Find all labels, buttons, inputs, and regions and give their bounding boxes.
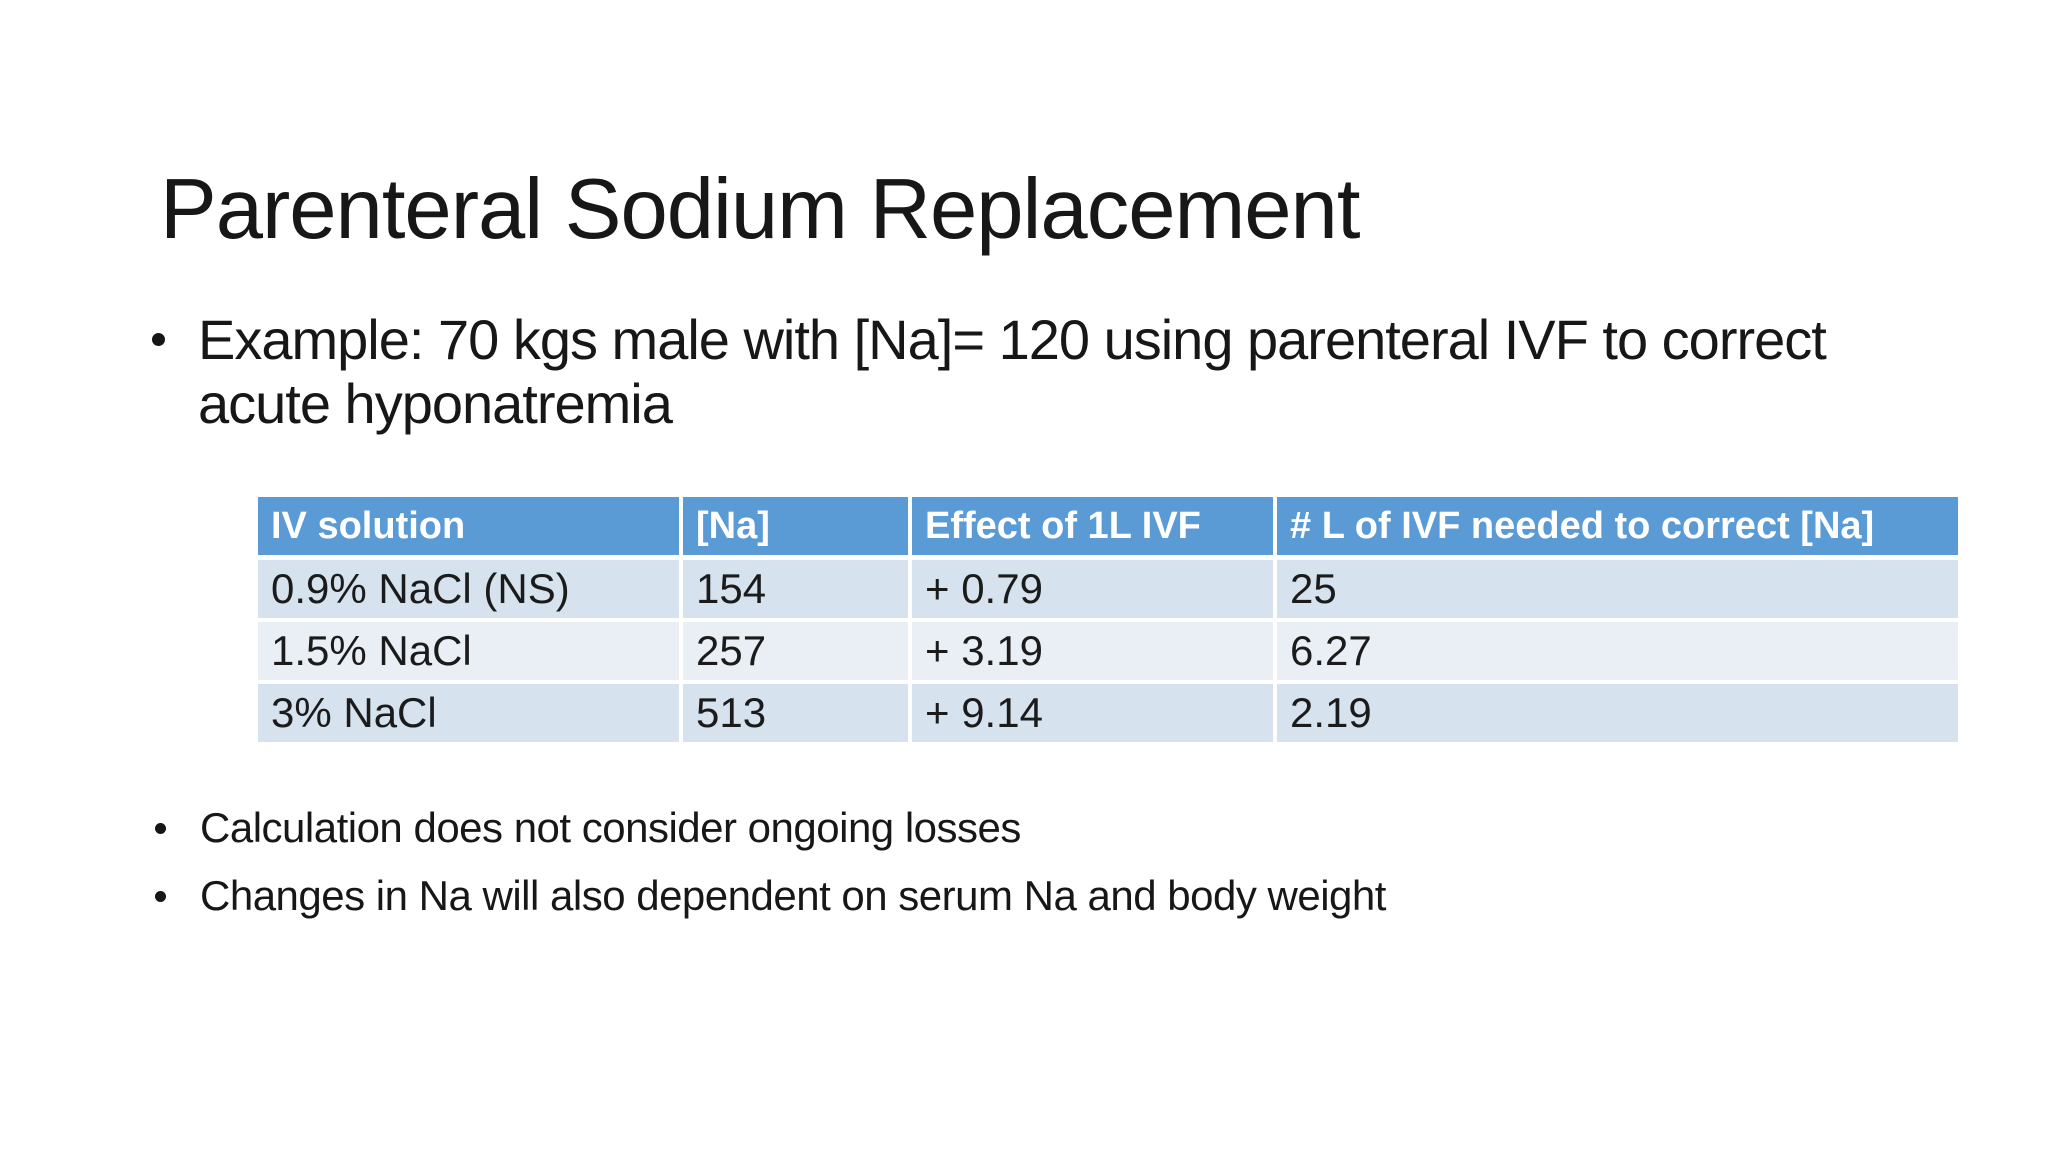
table-header-row: IV solution [Na] Effect of 1L IVF # L of…: [258, 497, 1958, 560]
bullet-text: Example: 70 kgs male with [Na]= 120 usin…: [198, 308, 1827, 436]
table-cell-solution: 1.5% NaCl: [258, 620, 683, 684]
bullet-text-line-2: acute hyponatremia: [198, 372, 673, 435]
bullet-dot-icon: [152, 333, 165, 346]
table-header-liters-needed: # L of IVF needed to correct [Na]: [1275, 497, 1958, 560]
table-cell-liters: 6.27: [1275, 620, 1958, 684]
table-cell-effect: + 0.79: [910, 557, 1277, 622]
bullet-text-line-1: Example: 70 kgs male with [Na]= 120 usin…: [198, 308, 1827, 371]
table-cell-effect: + 9.14: [910, 682, 1277, 742]
slide-title: Parenteral Sodium Replacement: [160, 161, 1360, 257]
table-header-iv-solution: IV solution: [258, 497, 683, 560]
table-header-effect: Effect of 1L IVF: [910, 497, 1277, 560]
bullet-text: Calculation does not consider ongoing lo…: [200, 804, 1021, 851]
bullet-text: Changes in Na will also dependent on ser…: [200, 872, 1386, 919]
table-cell-liters: 2.19: [1275, 682, 1958, 742]
table-cell-effect: + 3.19: [910, 620, 1277, 684]
bullet-item-note-losses: Calculation does not consider ongoing lo…: [155, 802, 1021, 854]
table-cell-solution: 0.9% NaCl (NS): [258, 557, 683, 622]
bullet-dot-icon: [155, 891, 166, 902]
table-header-na: [Na]: [681, 497, 912, 560]
table-cell-na: 257: [681, 620, 912, 684]
table-cell-liters: 25: [1275, 557, 1958, 622]
table-row: 0.9% NaCl (NS) 154 + 0.79 25: [258, 557, 1958, 622]
bullet-item-example: Example: 70 kgs male with [Na]= 120 usin…: [152, 308, 2012, 436]
table-cell-solution: 3% NaCl: [258, 682, 683, 742]
bullet-dot-icon: [155, 823, 166, 834]
table-cell-na: 154: [681, 557, 912, 622]
table-row: 3% NaCl 513 + 9.14 2.19: [258, 682, 1958, 742]
table-cell-na: 513: [681, 682, 912, 742]
table-row: 1.5% NaCl 257 + 3.19 6.27: [258, 620, 1958, 684]
bullet-item-note-changes: Changes in Na will also dependent on ser…: [155, 870, 1386, 922]
iv-solutions-table: IV solution [Na] Effect of 1L IVF # L of…: [258, 497, 1958, 742]
